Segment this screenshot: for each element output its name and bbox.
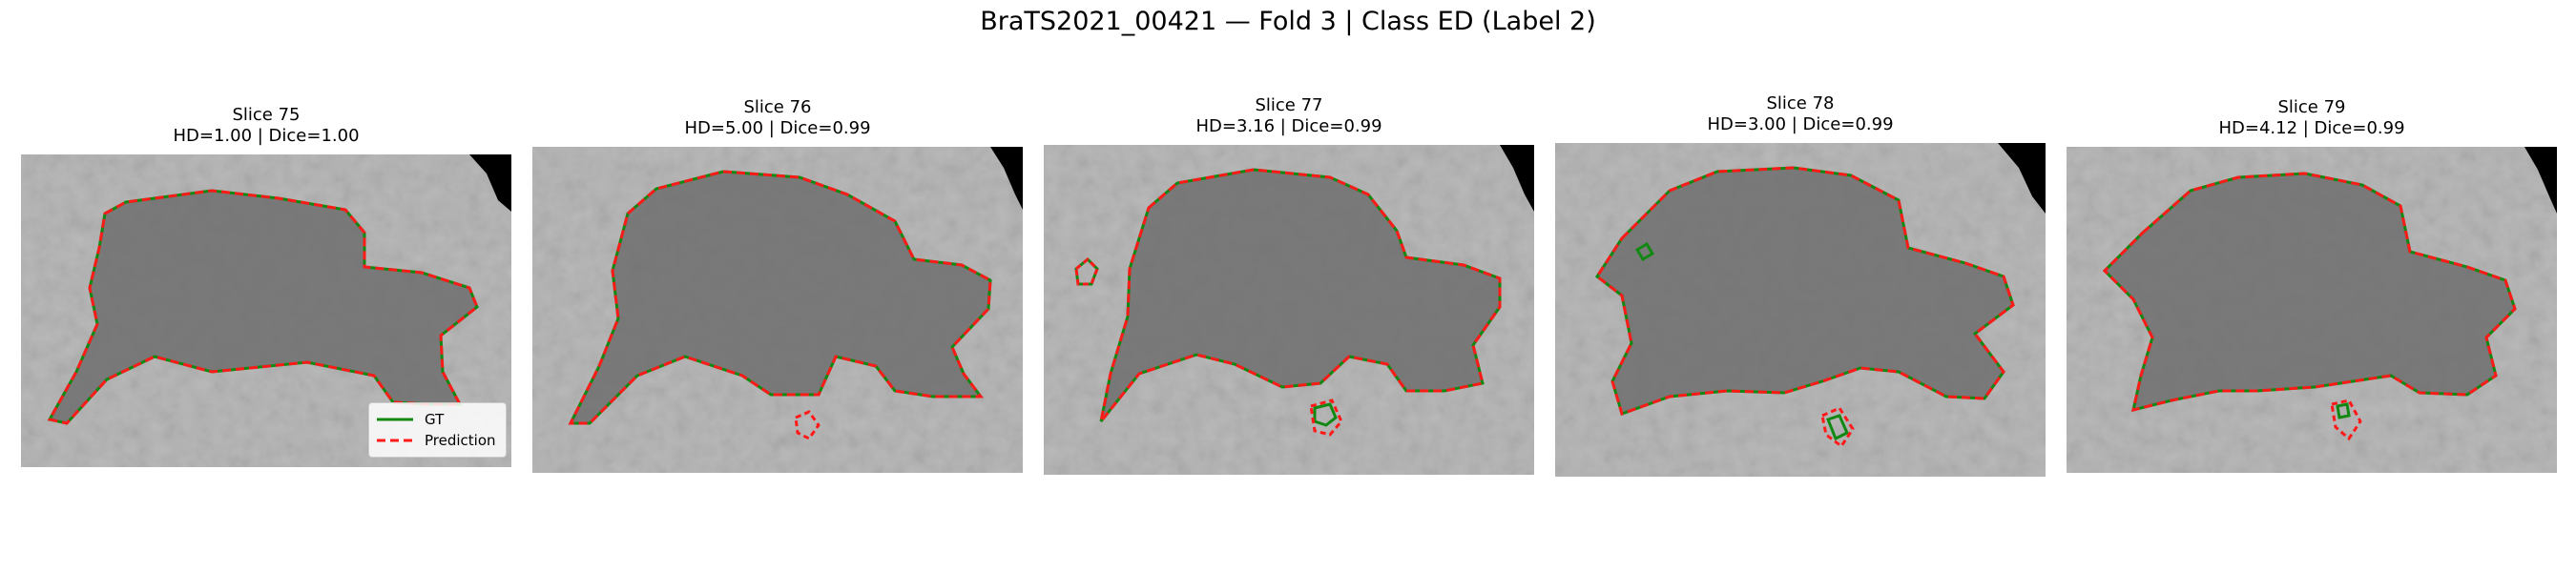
panel-metrics: HD=3.16 | Dice=0.99 <box>1195 116 1382 136</box>
panel-slice-77: Slice 77 HD=3.16 | Dice=0.99 <box>1044 95 1534 475</box>
lesion-region <box>2105 174 2515 410</box>
prediction-contour <box>47 189 479 425</box>
panel-title: Slice 75 <box>232 105 301 125</box>
legend: GT Prediction <box>368 402 507 458</box>
panel-slice-78: Slice 78 HD=3.00 | Dice=0.99 <box>1555 93 2046 477</box>
panel-title: Slice 77 <box>1255 95 1323 115</box>
gt-line-swatch <box>377 414 413 425</box>
panel-slice-76: Slice 76 HD=5.00 | Dice=0.99 <box>532 97 1023 473</box>
prediction-line-swatch <box>377 435 413 446</box>
prediction-contour <box>1099 168 1502 422</box>
panel-metrics: HD=3.00 | Dice=0.99 <box>1707 114 1894 134</box>
panel-metrics: HD=5.00 | Dice=0.99 <box>684 118 871 138</box>
prediction-contour <box>1594 166 2015 416</box>
prediction-small-blob-bottom <box>1820 406 1855 449</box>
dark-corner <box>1998 143 2046 214</box>
mri-slice-svg <box>1555 143 2046 477</box>
slice-image <box>2067 147 2557 473</box>
prediction-small-blob-left <box>1074 256 1099 286</box>
slice-image <box>1555 143 2046 477</box>
panel-metrics: HD=4.12 | Dice=0.99 <box>2218 118 2405 138</box>
dark-corner <box>990 147 1023 210</box>
dark-corner <box>1500 145 1534 212</box>
slice-image <box>532 147 1023 473</box>
mri-slice-svg <box>1044 145 1534 475</box>
slice-image <box>1044 145 1534 475</box>
panel-slice-75: Slice 75 HD=1.00 | Dice=1.00 <box>21 103 511 467</box>
panel-title: Slice 78 <box>1766 93 1835 113</box>
legend-item-prediction: Prediction <box>377 430 496 451</box>
panel-title: Slice 76 <box>743 97 812 117</box>
slice-image: GT Prediction <box>21 154 511 467</box>
mri-slice-svg <box>21 154 511 467</box>
legend-item-gt: GT <box>377 409 496 430</box>
prediction-small-blob <box>794 410 821 440</box>
mri-slice-svg <box>532 147 1023 473</box>
panel-slice-79: Slice 79 HD=4.12 | Dice=0.99 <box>2067 97 2557 473</box>
panel-metrics: HD=1.00 | Dice=1.00 <box>173 126 360 146</box>
prediction-contour <box>568 170 992 425</box>
legend-label-prediction: Prediction <box>425 432 496 449</box>
gt-small-blob-bottom <box>1826 414 1849 441</box>
legend-label-gt: GT <box>425 411 445 428</box>
gt-small-blob-bottom <box>2336 402 2351 419</box>
dark-corner <box>2524 147 2557 214</box>
prediction-contour <box>2102 172 2517 413</box>
dark-corner <box>469 154 511 212</box>
mri-slice-svg <box>2067 147 2557 473</box>
gt-small-blob-left <box>1634 241 1655 262</box>
figure-title: BraTS2021_00421 — Fold 3 | Class ED (Lab… <box>980 7 1596 36</box>
prediction-small-blob-bottom <box>2330 398 2362 441</box>
lesion-region <box>1101 170 1500 421</box>
lesion-region <box>50 191 477 423</box>
gt-small-blob-bottom <box>1313 402 1338 427</box>
lesion-region <box>1597 168 2013 414</box>
panel-title: Slice 79 <box>2277 97 2346 117</box>
